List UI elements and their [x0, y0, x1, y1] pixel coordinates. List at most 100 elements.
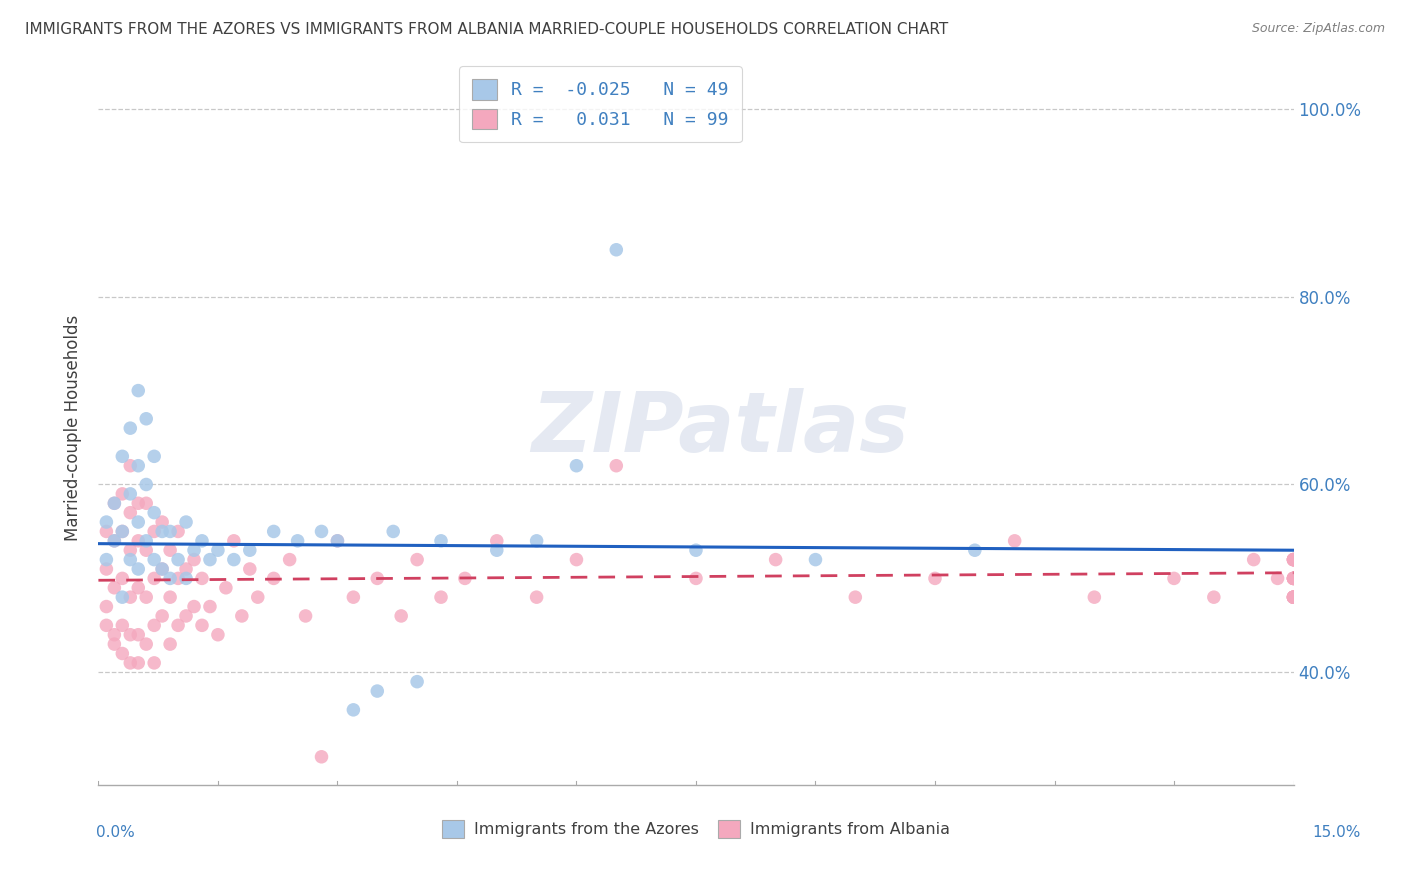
Point [565, 458, 588, 473]
Point [1282, 552, 1305, 566]
Point [198, 552, 221, 566]
Point [120, 656, 142, 670]
Point [103, 496, 125, 510]
Point [120, 590, 142, 604]
Legend: Immigrants from the Azores, Immigrants from Albania: Immigrants from the Azores, Immigrants f… [436, 814, 956, 845]
Point [1282, 571, 1305, 585]
Point [1004, 533, 1026, 548]
Point [120, 628, 142, 642]
Point [127, 515, 149, 529]
Point [406, 674, 429, 689]
Point [294, 609, 316, 624]
Point [765, 552, 787, 566]
Point [96, 524, 118, 539]
Point [239, 562, 262, 576]
Point [924, 571, 946, 585]
Point [150, 524, 173, 539]
Point [1243, 552, 1265, 566]
Point [103, 581, 125, 595]
Point [1282, 590, 1305, 604]
Point [120, 458, 142, 473]
Point [222, 552, 245, 566]
Point [167, 618, 190, 632]
Point [127, 628, 149, 642]
Point [605, 458, 627, 473]
Point [382, 524, 405, 539]
Point [143, 506, 166, 520]
Point [1282, 571, 1305, 585]
Point [96, 515, 118, 529]
Point [135, 543, 157, 558]
Point [111, 450, 134, 464]
Point [685, 543, 707, 558]
Point [111, 524, 134, 539]
Point [1083, 590, 1105, 604]
Point [311, 749, 333, 764]
Point [342, 703, 364, 717]
Point [111, 487, 134, 501]
Point [342, 590, 364, 604]
Point [143, 450, 166, 464]
Point [159, 590, 181, 604]
Point [526, 590, 548, 604]
Point [389, 609, 412, 624]
Point [215, 581, 238, 595]
Point [150, 562, 173, 576]
Point [174, 571, 197, 585]
Point [1282, 590, 1305, 604]
Point [1282, 571, 1305, 585]
Point [96, 618, 118, 632]
Point [127, 384, 149, 398]
Point [127, 458, 149, 473]
Point [963, 543, 986, 558]
Point [231, 609, 253, 624]
Point [111, 571, 134, 585]
Point [103, 533, 125, 548]
Point [287, 533, 309, 548]
Point [1282, 590, 1305, 604]
Point [135, 637, 157, 651]
Point [198, 599, 221, 614]
Point [143, 618, 166, 632]
Point [1282, 590, 1305, 604]
Point [1282, 552, 1305, 566]
Point [485, 543, 508, 558]
Point [844, 590, 866, 604]
Point [135, 496, 157, 510]
Text: ZIPatlas: ZIPatlas [531, 388, 908, 468]
Point [685, 571, 707, 585]
Point [406, 552, 429, 566]
Point [159, 543, 181, 558]
Point [143, 552, 166, 566]
Point [159, 571, 181, 585]
Point [120, 421, 142, 435]
Point [1282, 552, 1305, 566]
Text: 0.0%: 0.0% [96, 825, 135, 840]
Point [174, 562, 197, 576]
Point [135, 533, 157, 548]
Point [222, 533, 245, 548]
Point [191, 533, 214, 548]
Point [1202, 590, 1225, 604]
Point [96, 562, 118, 576]
Point [1282, 552, 1305, 566]
Point [135, 477, 157, 491]
Point [183, 543, 205, 558]
Point [326, 533, 349, 548]
Point [1282, 590, 1305, 604]
Point [191, 571, 214, 585]
Point [207, 628, 229, 642]
Point [239, 543, 262, 558]
Point [1267, 571, 1289, 585]
Point [246, 590, 269, 604]
Point [191, 618, 214, 632]
Point [454, 571, 477, 585]
Point [605, 243, 627, 257]
Text: IMMIGRANTS FROM THE AZORES VS IMMIGRANTS FROM ALBANIA MARRIED-COUPLE HOUSEHOLDS : IMMIGRANTS FROM THE AZORES VS IMMIGRANTS… [25, 22, 949, 37]
Text: Source: ZipAtlas.com: Source: ZipAtlas.com [1251, 22, 1385, 36]
Point [485, 533, 508, 548]
Point [1282, 571, 1305, 585]
Point [183, 599, 205, 614]
Point [135, 590, 157, 604]
Point [167, 552, 190, 566]
